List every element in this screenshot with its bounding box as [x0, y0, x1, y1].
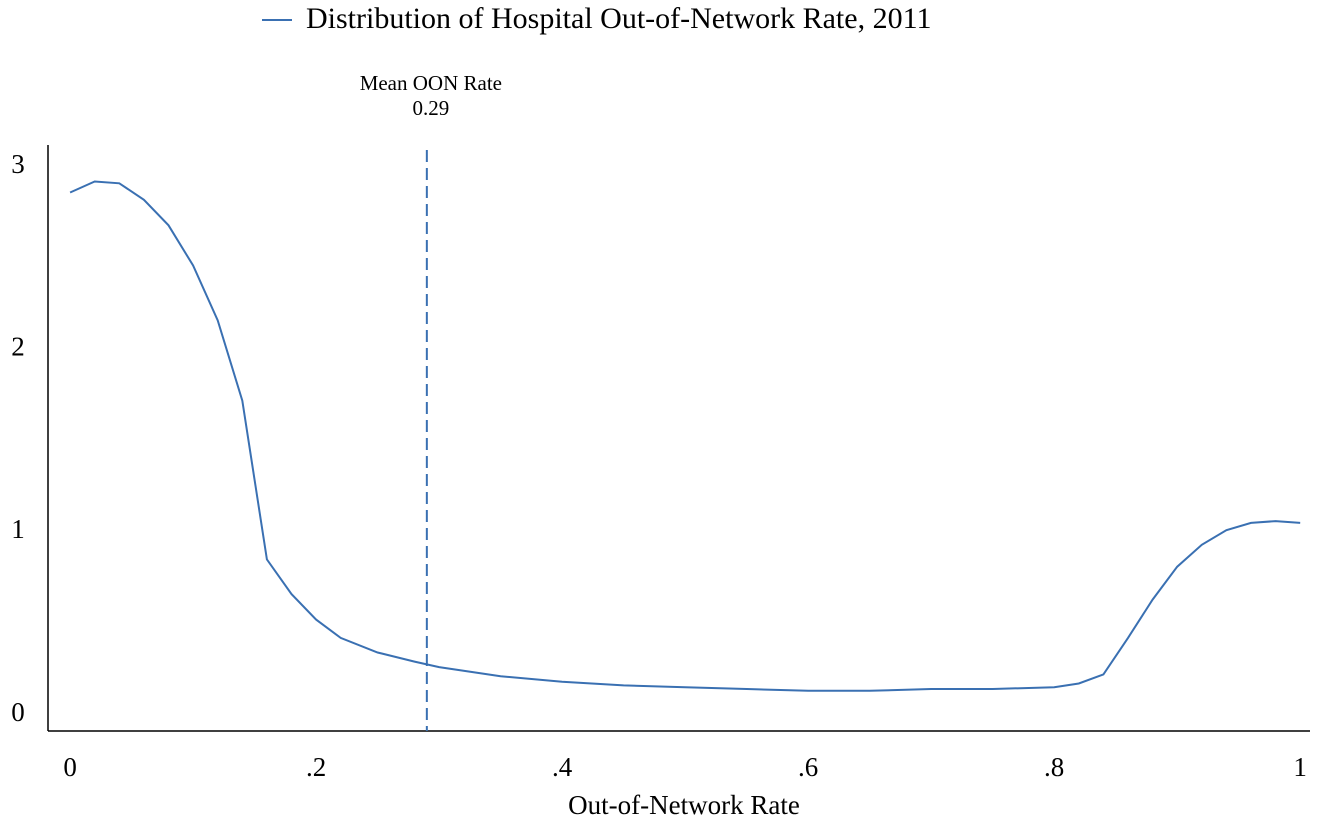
x-tick-label: .2: [306, 752, 326, 782]
y-tick-label: 2: [11, 332, 25, 362]
y-tick-label: 1: [11, 514, 25, 544]
legend-label: Distribution of Hospital Out-of-Network …: [306, 2, 931, 35]
mean-value: 0.29: [412, 96, 449, 120]
x-tick-label: .8: [1044, 752, 1064, 782]
y-tick-label: 0: [11, 697, 25, 727]
line-series: [69, 180, 1301, 692]
x-tick-label: .4: [552, 752, 573, 782]
mean-label: Mean OON Rate: [360, 71, 502, 95]
x-tick-label: 0: [63, 752, 77, 782]
x-tick-label: 1: [1293, 752, 1307, 782]
x-axis-label: Out-of-Network Rate: [568, 790, 800, 820]
x-tick-label: .6: [798, 752, 818, 782]
y-tick-label: 3: [11, 149, 25, 179]
